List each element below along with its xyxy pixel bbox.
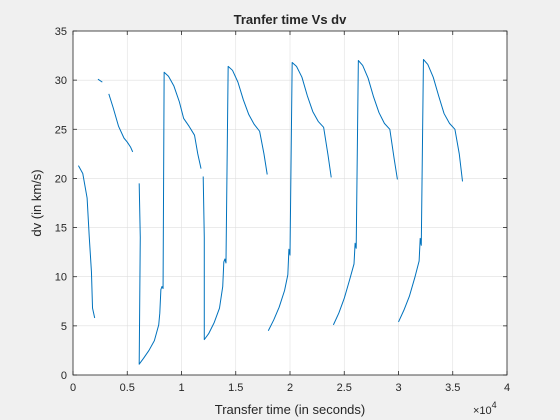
chart-title: Tranfer time Vs dv	[234, 12, 347, 27]
x-axis-exponent-power: 4	[492, 400, 497, 410]
x-axis-exponent-base: ×10	[473, 405, 492, 417]
x-tick-label: 0	[70, 382, 76, 394]
x-axis-exponent: ×104	[473, 400, 497, 417]
x-tick-label: 3.5	[445, 382, 460, 394]
x-tick-label: 2.5	[337, 382, 352, 394]
x-axis-label: Transfer time (in seconds)	[215, 402, 366, 417]
x-tick-label: 3	[395, 382, 401, 394]
y-tick-label: 0	[61, 370, 67, 382]
tick-labels: 0 0.5 1 1.5 2 2.5 3 3.5 4 0 5 10 15 20 25 30 35	[55, 26, 510, 394]
y-tick-label: 30	[55, 75, 67, 87]
y-tick-label: 10	[55, 272, 67, 284]
data-series	[77, 59, 464, 365]
series-line-segment-8	[398, 59, 464, 323]
y-tick-label: 20	[55, 173, 67, 185]
x-tick-label: 0.5	[120, 382, 135, 394]
series-line-segment-2	[97, 78, 103, 83]
series-line-segment-1	[77, 165, 96, 319]
y-axis-label: dv (in km/s)	[29, 169, 44, 236]
x-tick-label: 1	[178, 382, 184, 394]
y-tick-label: 5	[61, 321, 67, 333]
x-tick-label: 4	[504, 382, 510, 394]
y-tick-label: 35	[55, 26, 67, 38]
y-tick-label: 25	[55, 124, 67, 136]
series-line-segment-6	[267, 61, 332, 331]
series-line-segment-3	[108, 93, 134, 153]
x-tick-label: 1.5	[228, 382, 243, 394]
series-line-segment-5	[202, 65, 268, 341]
y-tick-label: 15	[55, 223, 67, 235]
series-line-segment-4	[138, 71, 202, 365]
x-tick-label: 2	[287, 382, 293, 394]
series-line-segment-7	[332, 59, 398, 326]
tick-marks	[72, 30, 508, 376]
